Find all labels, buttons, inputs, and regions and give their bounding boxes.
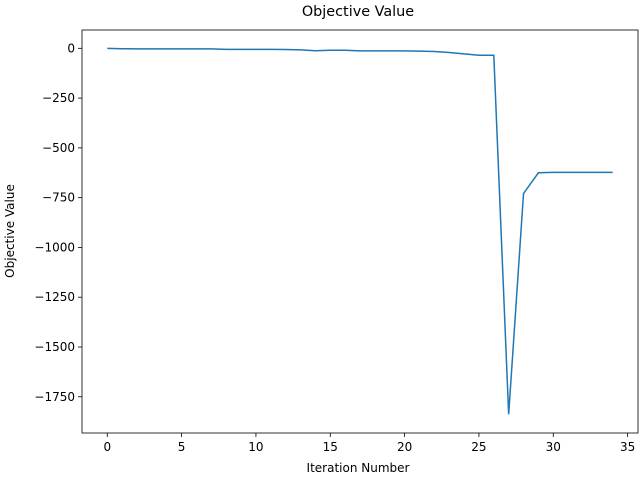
x-tick-label: 35	[620, 440, 635, 454]
y-tick-label: −1000	[34, 240, 75, 254]
x-tick-label: 30	[546, 440, 561, 454]
y-tick-label: −1750	[34, 390, 75, 404]
y-tick-label: −1500	[34, 340, 75, 354]
y-tick-label: −500	[42, 141, 75, 155]
y-tick-label: −250	[42, 91, 75, 105]
x-tick-label: 5	[178, 440, 186, 454]
chart-title: Objective Value	[302, 4, 414, 20]
y-axis-label: Objective Value	[3, 184, 17, 278]
axes-frame	[81, 29, 639, 434]
y-tick-label: −750	[42, 191, 75, 205]
x-tick-label: 10	[248, 440, 263, 454]
x-axis-label: Iteration Number	[307, 461, 410, 475]
y-tick-label: −1250	[34, 290, 75, 304]
x-tick-label: 0	[103, 440, 111, 454]
x-tick-label: 20	[397, 440, 412, 454]
y-tick-label: 0	[67, 41, 75, 55]
x-tick-label: 25	[471, 440, 486, 454]
data-line	[107, 47, 613, 415]
x-tick-label: 15	[323, 440, 338, 454]
